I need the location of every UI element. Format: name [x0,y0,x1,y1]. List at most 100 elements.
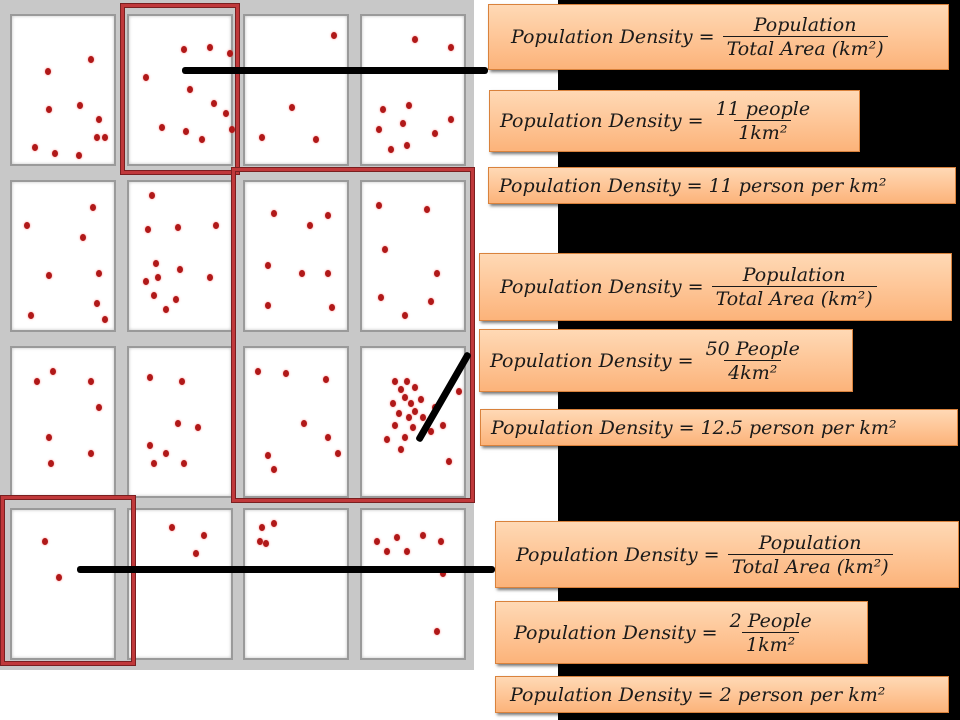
population-dot [177,266,183,273]
population-dot [259,524,265,531]
population-dot [428,428,434,435]
equation-general-1: Population Density = Population Total Ar… [488,4,949,70]
population-dot [448,116,454,123]
population-dot [325,270,331,277]
fraction-numerator: 50 People [705,337,800,360]
population-dot [392,378,398,385]
population-dot [181,46,187,53]
population-dot [94,134,100,141]
population-dot [147,374,153,381]
population-dot [151,292,157,299]
population-dot [398,386,404,393]
population-dot [265,262,271,269]
population-dot [201,532,207,539]
population-dot [396,410,402,417]
equation-result-3: Population Density = 2 person per km² [495,676,949,713]
population-dot [289,104,295,111]
population-dot [257,538,263,545]
population-dot [406,414,412,421]
population-dot [404,378,410,385]
population-dot [173,296,179,303]
population-dot [42,538,48,545]
population-dot [199,136,205,143]
equation-result: Population Density = 2 person per km² [510,683,886,706]
population-dot [412,36,418,43]
fraction-denominator: 1km² [734,120,792,144]
equation-lhs: Population Density = [500,110,704,132]
population-grid [0,0,474,670]
population-dot [325,212,331,219]
population-dot [213,222,219,229]
population-dot [88,378,94,385]
equation-result-2: Population Density = 12.5 person per km² [480,409,958,446]
grid-cell [10,508,116,660]
population-dot [376,126,382,133]
equation-lhs: Population Density = [514,621,718,644]
population-dot [434,628,440,635]
population-dot [329,304,335,311]
fraction-denominator: Total Area (km²) [722,36,888,60]
population-dot [88,450,94,457]
grid-cell [243,508,349,660]
equation-specific-3: Population Density = 2 People 1km² [495,601,868,664]
population-dot [325,434,331,441]
population-dot [265,302,271,309]
population-dot [163,450,169,457]
population-dot [255,368,261,375]
population-dot [440,422,446,429]
population-dot [169,524,175,531]
population-dot [175,420,181,427]
population-dot [143,74,149,81]
population-dot [147,442,153,449]
population-dot [335,450,341,457]
fraction-numerator: 11 people [715,98,811,120]
population-dot [410,424,416,431]
population-dot [456,388,462,395]
population-dot [384,436,390,443]
population-dot [179,378,185,385]
population-dot [446,458,452,465]
population-dot [56,574,62,581]
population-dot [227,50,233,57]
population-dot [392,422,398,429]
fraction-numerator: 2 People [729,609,812,632]
grid-cell [360,508,466,660]
population-dot [175,224,181,231]
grid-cell [243,180,349,332]
population-dot [390,400,396,407]
population-dot [402,394,408,401]
fraction: 2 People 1km² [726,610,816,656]
population-dot [412,384,418,391]
population-dot [34,378,40,385]
population-dot [404,548,410,555]
population-dot [402,434,408,441]
population-dot [420,532,426,539]
population-dot [420,414,426,421]
population-dot [181,460,187,467]
population-dot [307,222,313,229]
population-dot [432,130,438,137]
connector-line-top [182,67,488,74]
population-dot [183,128,189,135]
grid-cell [10,14,116,166]
population-dot [398,446,404,453]
connector-line-bottom [77,566,495,573]
population-dot [143,278,149,285]
population-dot [265,452,271,459]
grid-cell [360,180,466,332]
selection-1km2-top [121,4,239,174]
population-dot [283,370,289,377]
population-dot [448,44,454,51]
population-dot [211,100,217,107]
population-dot [440,570,446,577]
population-dot [400,120,406,127]
population-dot [438,538,444,545]
grid-cell [127,14,235,166]
grid-cell [127,180,233,332]
population-dot [32,144,38,151]
fraction-denominator: Total Area (km²) [727,553,893,578]
population-dot [376,202,382,209]
fraction: Population Total Area (km²) [722,14,888,60]
fraction-denominator: 1km² [742,631,800,656]
equation-result-1: Population Density = 11 person per km² [488,167,956,204]
